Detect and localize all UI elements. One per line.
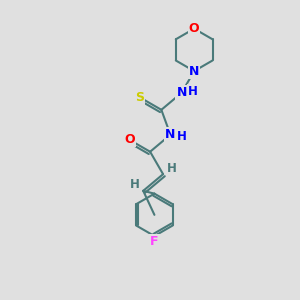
Text: N: N — [176, 86, 187, 99]
Text: S: S — [135, 91, 144, 104]
Text: N: N — [189, 64, 200, 78]
Text: H: H — [188, 85, 198, 98]
Text: N: N — [165, 128, 176, 141]
Text: F: F — [150, 235, 159, 248]
Text: H: H — [177, 130, 187, 143]
Text: H: H — [130, 178, 140, 191]
Text: O: O — [124, 133, 134, 146]
Text: O: O — [189, 22, 200, 35]
Text: H: H — [167, 162, 177, 175]
